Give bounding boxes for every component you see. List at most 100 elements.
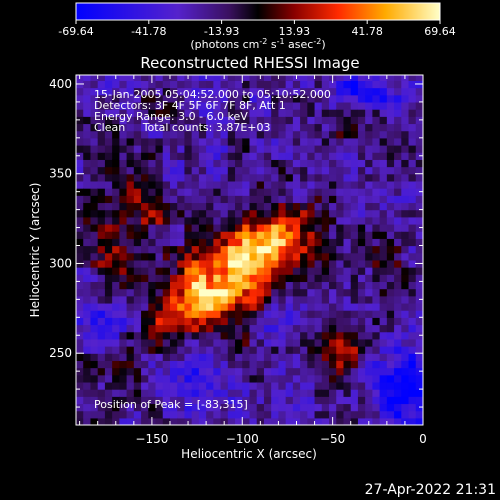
heatmap-cell bbox=[386, 346, 395, 354]
heatmap-cell bbox=[119, 281, 128, 290]
heatmap-cell bbox=[379, 410, 388, 419]
heatmap-cell bbox=[394, 202, 402, 211]
heatmap-cell bbox=[321, 353, 330, 361]
heatmap-cell bbox=[263, 159, 272, 168]
heatmap-cell bbox=[133, 80, 142, 89]
heatmap-cell bbox=[206, 80, 214, 89]
heatmap-cell bbox=[336, 173, 345, 182]
heatmap-cell bbox=[271, 173, 280, 182]
heatmap-cell bbox=[141, 410, 149, 419]
heatmap-cell bbox=[76, 288, 84, 297]
heatmap-cell bbox=[76, 94, 84, 103]
heatmap-cell bbox=[307, 166, 316, 175]
heatmap-cell bbox=[198, 374, 207, 383]
heatmap-cell bbox=[285, 173, 294, 182]
heatmap-cell bbox=[97, 295, 106, 304]
heatmap-cell bbox=[220, 288, 229, 297]
heatmap-cell bbox=[83, 381, 92, 390]
heatmap-cell bbox=[104, 109, 113, 117]
heatmap-cell bbox=[227, 209, 236, 218]
heatmap-cell bbox=[242, 173, 251, 182]
heatmap-cell bbox=[177, 252, 186, 261]
heatmap-cell bbox=[133, 274, 142, 283]
heatmap-cell bbox=[336, 180, 345, 189]
heatmap-cell bbox=[191, 87, 200, 96]
heatmap-cell bbox=[83, 403, 92, 412]
heatmap-cell bbox=[83, 324, 92, 333]
heatmap-cell bbox=[177, 223, 186, 232]
heatmap-cell bbox=[97, 173, 106, 182]
heatmap-cell bbox=[97, 274, 106, 283]
heatmap-cell bbox=[415, 87, 423, 96]
heatmap-cell bbox=[408, 75, 417, 81]
heatmap-cell bbox=[112, 166, 120, 175]
heatmap-cell bbox=[242, 410, 251, 419]
heatmap-cell bbox=[408, 396, 417, 405]
heatmap-cell bbox=[365, 173, 373, 182]
heatmap-cell bbox=[242, 94, 251, 103]
heatmap-cell bbox=[227, 180, 236, 189]
heatmap-cell bbox=[314, 360, 323, 369]
heatmap-cell bbox=[401, 381, 410, 390]
heatmap-cell bbox=[256, 159, 265, 168]
heatmap-cell bbox=[314, 396, 323, 405]
heatmap-cell bbox=[133, 245, 142, 254]
heatmap-cell bbox=[235, 173, 243, 182]
heatmap-cell bbox=[372, 80, 381, 89]
heatmap-cell bbox=[394, 281, 402, 290]
heatmap-cell bbox=[206, 338, 214, 347]
heatmap-cell bbox=[213, 80, 222, 89]
heatmap-cell bbox=[220, 396, 229, 405]
heatmap-cell bbox=[119, 338, 128, 347]
heatmap-cell bbox=[184, 166, 193, 175]
heatmap-cell bbox=[307, 130, 316, 139]
heatmap-cell bbox=[227, 188, 236, 196]
heatmap-cell bbox=[177, 295, 186, 304]
heatmap-cell bbox=[97, 389, 106, 397]
heatmap-cell bbox=[162, 274, 171, 283]
heatmap-cell bbox=[343, 116, 352, 125]
heatmap-cell bbox=[300, 116, 308, 125]
heatmap-cell bbox=[386, 166, 395, 175]
heatmap-cell bbox=[300, 130, 308, 139]
heatmap-cell bbox=[394, 216, 402, 225]
heatmap-cell bbox=[119, 159, 128, 168]
heatmap-cell bbox=[249, 317, 258, 326]
heatmap-cell bbox=[365, 346, 373, 354]
heatmap-cell bbox=[119, 274, 128, 283]
heatmap-cell bbox=[386, 216, 395, 225]
heatmap-cell bbox=[336, 75, 345, 81]
heatmap-cell bbox=[162, 338, 171, 347]
heatmap-cell bbox=[372, 137, 381, 146]
heatmap-cell bbox=[104, 381, 113, 390]
heatmap-cell bbox=[256, 173, 265, 182]
heatmap-cell bbox=[227, 202, 236, 211]
heatmap-cell bbox=[343, 281, 352, 290]
heatmap-cell bbox=[242, 295, 251, 304]
heatmap-cell bbox=[329, 353, 337, 361]
heatmap-cell bbox=[220, 403, 229, 412]
annotation-total-counts: Clean Total counts: 3.87E+03 bbox=[94, 121, 271, 134]
heatmap-cell bbox=[372, 130, 381, 139]
heatmap-cell bbox=[263, 202, 272, 211]
heatmap-cell bbox=[307, 75, 316, 81]
heatmap-cell bbox=[191, 295, 200, 304]
heatmap-cell bbox=[329, 267, 337, 275]
heatmap-cell bbox=[242, 180, 251, 189]
heatmap-cell bbox=[336, 288, 345, 297]
heatmap-cell bbox=[263, 360, 272, 369]
heatmap-cell bbox=[177, 209, 186, 218]
heatmap-cell bbox=[169, 331, 178, 340]
heatmap-cell bbox=[307, 410, 316, 419]
heatmap-cell bbox=[141, 403, 149, 412]
heatmap-cell bbox=[394, 302, 402, 311]
heatmap-cell bbox=[343, 159, 352, 168]
heatmap-cell bbox=[104, 274, 113, 283]
heatmap-cell bbox=[415, 195, 423, 204]
heatmap-cell bbox=[126, 152, 135, 160]
heatmap-cell bbox=[263, 281, 272, 290]
heatmap-cell bbox=[169, 367, 178, 376]
heatmap-cell bbox=[329, 274, 337, 283]
heatmap-cell bbox=[119, 331, 128, 340]
heatmap-cell bbox=[227, 396, 236, 405]
